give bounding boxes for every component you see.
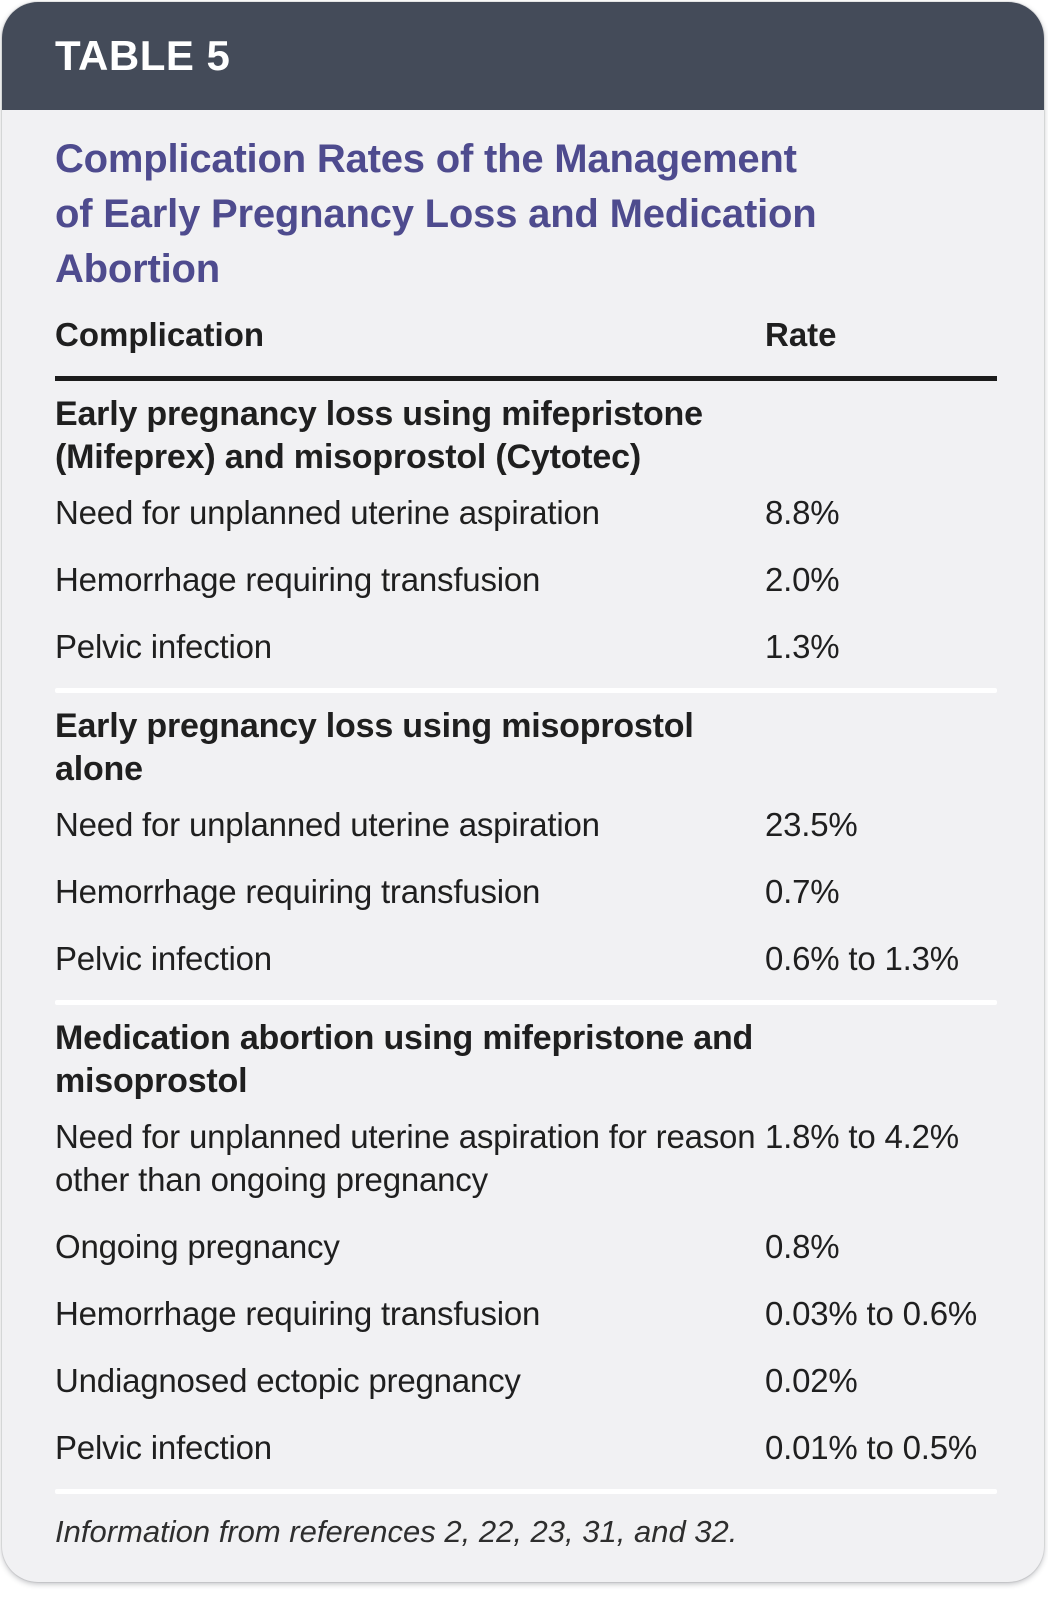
table-section: Medication abortion using mifepristone a…	[55, 1017, 997, 1481]
rate-cell: 0.01% to 0.5%	[765, 1429, 978, 1466]
complication-cell: Need for unplanned uterine aspiration	[55, 806, 600, 843]
table-row: Pelvic infection 0.01% to 0.5%	[55, 1414, 997, 1481]
table-title: Complication Rates of the Management of …	[55, 132, 997, 297]
table-sections: Early pregnancy loss using mifepristone …	[55, 393, 997, 1494]
footnote: Information from references 2, 22, 23, 3…	[55, 1514, 738, 1549]
column-header-complication: Complication	[55, 316, 265, 353]
rate-cell: 0.02%	[765, 1362, 858, 1399]
complication-cell: Hemorrhage requiring transfusion	[55, 561, 541, 598]
complication-cell: Need for unplanned uterine aspiration fo…	[55, 1118, 756, 1198]
header-rule	[55, 376, 997, 381]
complication-cell: Hemorrhage requiring transfusion	[55, 1295, 541, 1332]
column-header-row: Complication Rate	[55, 313, 997, 356]
table-row: Undiagnosed ectopic pregnancy 0.02%	[55, 1347, 997, 1414]
table-card-header: TABLE 5	[2, 2, 1044, 110]
column-header-rate: Rate	[765, 316, 837, 353]
table-row: Need for unplanned uterine aspiration 8.8…	[55, 479, 997, 546]
rate-cell: 0.03% to 0.6%	[765, 1295, 978, 1332]
table-section: Early pregnancy loss using mifepristone …	[55, 393, 997, 680]
rate-cell: 1.3%	[765, 628, 840, 665]
complication-cell: Hemorrhage requiring transfusion	[55, 873, 541, 910]
section-header: Early pregnancy loss using misoprostol a…	[55, 707, 694, 788]
table-row: Hemorrhage requiring transfusion 2.0%	[55, 546, 997, 613]
complication-cell: Undiagnosed ectopic pregnancy	[55, 1362, 521, 1399]
rate-cell: 0.8%	[765, 1228, 840, 1265]
table-title-line: Complication Rates of the Management	[55, 137, 797, 181]
rate-cell: 0.6% to 1.3%	[765, 940, 959, 977]
complication-cell: Pelvic infection	[55, 1429, 272, 1466]
complication-cell: Pelvic infection	[55, 940, 272, 977]
table-number-label: TABLE 5	[55, 32, 231, 79]
table-row: Hemorrhage requiring transfusion 0.7%	[55, 858, 997, 925]
table-row: Ongoing pregnancy 0.8%	[55, 1213, 997, 1280]
complication-cell: Need for unplanned uterine aspiration	[55, 494, 600, 531]
table-section: Early pregnancy loss using misoprostol a…	[55, 705, 997, 992]
table-title-line: of Early Pregnancy Loss and Medication	[55, 192, 817, 236]
table-row: Hemorrhage requiring transfusion 0.03% to…	[55, 1280, 997, 1347]
table-row: Pelvic infection 0.6% to 1.3%	[55, 925, 997, 992]
section-divider	[55, 688, 997, 693]
complication-cell: Ongoing pregnancy	[55, 1228, 340, 1265]
rate-cell: 8.8%	[765, 494, 840, 531]
table-title-line: Abortion	[55, 247, 221, 291]
table-row: Need for unplanned uterine aspiration fo…	[55, 1103, 997, 1213]
rate-cell: 0.7%	[765, 873, 840, 910]
table-row: Need for unplanned uterine aspiration 23.…	[55, 791, 997, 858]
rate-cell: 23.5%	[765, 806, 858, 843]
table-row: Pelvic infection 1.3%	[55, 613, 997, 680]
rate-cell: 2.0%	[765, 561, 840, 598]
section-divider	[55, 1000, 997, 1005]
table-card-content: Complication Rates of the Management of …	[2, 132, 1044, 1553]
rate-cell: 1.8% to 4.2%	[765, 1118, 959, 1155]
complication-cell: Pelvic infection	[55, 628, 272, 665]
section-header: Medication abortion using mifepristone a…	[55, 1019, 754, 1100]
section-divider	[55, 1489, 997, 1494]
section-header: Early pregnancy loss using mifepristone …	[55, 395, 703, 476]
